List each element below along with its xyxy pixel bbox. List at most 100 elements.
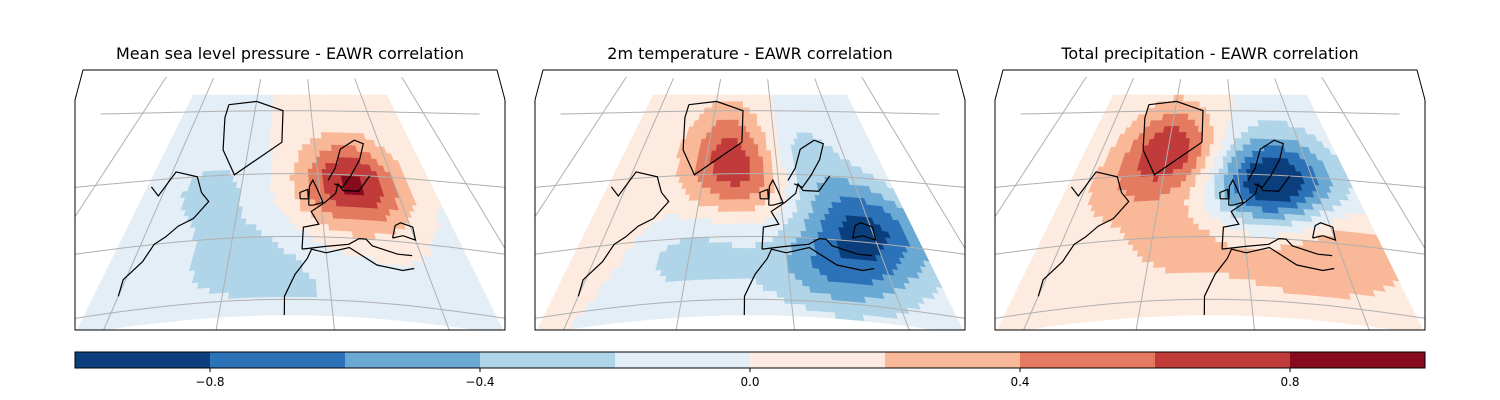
field-cell — [743, 241, 751, 249]
field-cell — [765, 204, 772, 212]
field-cell — [262, 217, 269, 224]
field-cell — [754, 210, 762, 218]
field-cell — [762, 271, 770, 279]
field-cell — [334, 272, 343, 280]
field-cell — [749, 180, 756, 187]
parallel-line — [75, 173, 505, 191]
field-cell — [749, 119, 755, 126]
field-cell — [732, 229, 740, 236]
field-cell — [762, 161, 769, 169]
field-cell — [733, 210, 740, 218]
field-cell — [302, 265, 310, 273]
field-cell — [749, 247, 757, 255]
field-cell — [264, 186, 271, 194]
field-cell — [314, 259, 322, 267]
field-cell — [257, 211, 264, 219]
field-cell — [289, 119, 295, 126]
field-cell — [720, 229, 728, 237]
field-cell — [289, 192, 296, 200]
field-cell — [741, 149, 747, 157]
field-cell — [295, 223, 302, 230]
field-cell — [296, 308, 305, 316]
field-cell — [292, 94, 297, 102]
field-cell — [714, 302, 723, 310]
field-cell — [247, 303, 256, 311]
field-cell — [240, 303, 249, 311]
field-cell — [257, 204, 265, 212]
field-cell — [790, 291, 799, 299]
field-cell — [251, 260, 260, 268]
field-cell — [719, 247, 727, 255]
field-cell — [703, 278, 712, 286]
field-cell — [749, 131, 755, 139]
field-cell — [755, 223, 762, 230]
field-cell — [743, 229, 751, 236]
field-cell — [749, 113, 754, 120]
field-cell — [713, 241, 722, 249]
field-cell — [735, 113, 740, 120]
field-cell — [302, 155, 309, 163]
field-cell — [763, 290, 771, 298]
field-cell — [324, 303, 333, 311]
field-cell — [303, 174, 310, 182]
field-cell — [711, 211, 719, 219]
field-cell — [749, 174, 756, 181]
field-cell — [711, 266, 719, 274]
field-cell — [229, 285, 238, 293]
field-cell — [725, 241, 733, 249]
field-cell — [735, 180, 741, 188]
field-cell — [269, 278, 278, 285]
field-cell — [755, 216, 762, 224]
field-cell — [247, 241, 256, 249]
field-cell — [723, 278, 731, 286]
field-cell — [754, 155, 760, 163]
field-cell — [330, 291, 339, 299]
field-0 — [75, 94, 505, 330]
field-cell — [755, 241, 763, 249]
field-cell — [753, 100, 758, 108]
field-cell — [276, 155, 282, 163]
panel-title-mslp: Mean sea level pressure - EAWR correlati… — [116, 44, 464, 63]
field-cell — [699, 309, 708, 317]
field-cell — [724, 186, 731, 194]
field-cell — [309, 290, 318, 298]
field-cell — [305, 217, 313, 224]
field-cell — [769, 290, 778, 298]
field-cell — [749, 302, 758, 310]
field-cell — [252, 205, 260, 213]
field-cell — [315, 272, 323, 280]
field-cell — [267, 223, 274, 230]
field-cell — [756, 278, 764, 285]
field-cell — [283, 278, 291, 285]
field-cell — [305, 204, 312, 212]
field-cell — [322, 284, 331, 292]
field-cell — [278, 210, 286, 218]
field-cell — [725, 180, 732, 188]
field-cell — [338, 303, 347, 311]
field-cell — [769, 278, 777, 286]
field-cell — [228, 291, 237, 299]
field-cell — [267, 155, 274, 163]
field-cell — [289, 308, 298, 316]
field-cell — [740, 161, 746, 169]
field-cell — [296, 278, 304, 285]
field-cell — [269, 192, 276, 200]
field-cell — [730, 180, 737, 188]
map-panels — [74, 69, 1426, 331]
field-cell — [739, 186, 746, 194]
field-cell — [289, 216, 296, 224]
field-cell — [769, 192, 776, 200]
field-cell — [331, 303, 340, 311]
field-cell — [710, 223, 718, 231]
field-cell — [317, 302, 326, 310]
field-cell — [774, 259, 782, 267]
field-cell — [284, 180, 291, 187]
field-cell — [722, 211, 730, 218]
field-cell — [772, 229, 780, 237]
field-cell — [271, 161, 278, 169]
field-cell — [305, 210, 312, 218]
field-cell — [299, 198, 306, 206]
field-cell — [690, 279, 699, 287]
field-cell — [707, 303, 716, 311]
field-cell — [763, 302, 772, 310]
